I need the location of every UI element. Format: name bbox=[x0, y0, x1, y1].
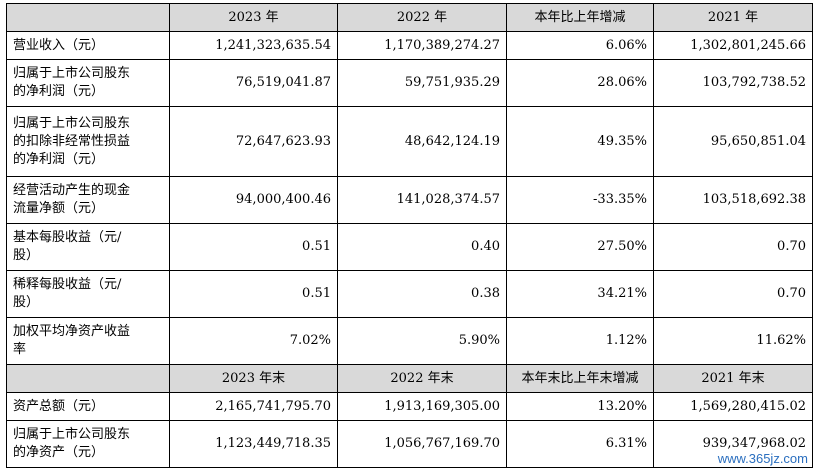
row-label: 资产总额（元） bbox=[6, 392, 170, 421]
value-cell: 48,642,124.19 bbox=[337, 106, 507, 177]
header-cell bbox=[6, 3, 170, 32]
value-cell: 0.38 bbox=[337, 270, 507, 318]
value-cell: 103,792,738.52 bbox=[653, 59, 813, 107]
value-cell: 94,000,400.46 bbox=[169, 176, 338, 224]
site-watermark: www.365jz.com bbox=[715, 451, 810, 466]
table-row: 稀释每股收益（元/股） 0.51 0.38 34.21% 0.70 bbox=[6, 270, 813, 318]
row-label: 经营活动产生的现金 流量净额（元） bbox=[6, 176, 170, 224]
value-cell: 11.62% bbox=[653, 317, 813, 365]
row-label: 营业收入（元） bbox=[6, 31, 170, 60]
value-cell: 27.50% bbox=[506, 223, 654, 271]
value-cell: 76,519,041.87 bbox=[169, 59, 338, 107]
row-label: 基本每股收益（元/股） bbox=[6, 223, 170, 271]
table-row: 营业收入（元） 1,241,323,635.54 1,170,389,274.2… bbox=[6, 31, 813, 60]
value-cell: 1.12% bbox=[506, 317, 654, 365]
value-cell: -33.35% bbox=[506, 176, 654, 224]
table-row: 归属于上市公司股东 的净利润（元） 76,519,041.87 59,751,93… bbox=[6, 59, 813, 107]
table-row: 加权平均净资产收益率 7.02% 5.90% 1.12% 11.62% bbox=[6, 317, 813, 365]
table-row: 归属于上市公司股东 的净资产（元） 1,123,449,718.35 1,056,… bbox=[6, 420, 813, 468]
header-cell: 2022 年 bbox=[337, 3, 507, 32]
table-row: 归属于上市公司股东 的扣除非经常性损益 的净利润（元） 72,647,623.93 … bbox=[6, 106, 813, 177]
value-cell: 103,518,692.38 bbox=[653, 176, 813, 224]
header-cell: 2023 年末 bbox=[169, 364, 338, 393]
table-row: 资产总额（元） 2,165,741,795.70 1,913,169,305.0… bbox=[6, 392, 813, 421]
header-cell: 本年末比上年末增减 bbox=[506, 364, 654, 393]
value-cell: 0.51 bbox=[169, 223, 338, 271]
row-label: 加权平均净资产收益率 bbox=[6, 317, 170, 365]
value-cell: 6.06% bbox=[506, 31, 654, 60]
value-cell: 1,569,280,415.02 bbox=[653, 392, 813, 421]
header-row-annual: 2023 年 2022 年 本年比上年增减 2021 年 bbox=[6, 3, 813, 32]
value-cell: 141,028,374.57 bbox=[337, 176, 507, 224]
value-cell: 1,302,801,245.66 bbox=[653, 31, 813, 60]
value-cell: 5.90% bbox=[337, 317, 507, 365]
value-cell: 59,751,935.29 bbox=[337, 59, 507, 107]
table-row: 经营活动产生的现金 流量净额（元） 94,000,400.46 141,028,3… bbox=[6, 176, 813, 224]
value-cell: 1,241,323,635.54 bbox=[169, 31, 338, 60]
value-cell: 7.02% bbox=[169, 317, 338, 365]
header-cell: 2021 年末 bbox=[653, 364, 813, 393]
value-cell: 13.20% bbox=[506, 392, 654, 421]
row-label: 归属于上市公司股东 的扣除非经常性损益 的净利润（元） bbox=[6, 106, 170, 177]
header-cell: 2022 年末 bbox=[337, 364, 507, 393]
value-cell: 28.06% bbox=[506, 59, 654, 107]
header-cell: 2021 年 bbox=[653, 3, 813, 32]
value-cell: 34.21% bbox=[506, 270, 654, 318]
financial-table: 2023 年 2022 年 本年比上年增减 2021 年 营业收入（元） 1,2… bbox=[6, 3, 813, 468]
value-cell: 1,123,449,718.35 bbox=[169, 420, 338, 468]
value-cell: 0.40 bbox=[337, 223, 507, 271]
header-cell: 本年比上年增减 bbox=[506, 3, 654, 32]
row-label: 归属于上市公司股东 的净资产（元） bbox=[6, 420, 170, 468]
value-cell: 95,650,851.04 bbox=[653, 106, 813, 177]
header-cell bbox=[6, 364, 170, 393]
row-label: 归属于上市公司股东 的净利润（元） bbox=[6, 59, 170, 107]
header-row-year-end: 2023 年末 2022 年末 本年末比上年末增减 2021 年末 bbox=[6, 364, 813, 393]
value-cell: 6.31% bbox=[506, 420, 654, 468]
value-cell: 1,056,767,169.70 bbox=[337, 420, 507, 468]
header-cell: 2023 年 bbox=[169, 3, 338, 32]
value-cell: 1,913,169,305.00 bbox=[337, 392, 507, 421]
value-cell: 1,170,389,274.27 bbox=[337, 31, 507, 60]
value-cell: 2,165,741,795.70 bbox=[169, 392, 338, 421]
value-cell: 0.70 bbox=[653, 223, 813, 271]
table-row: 基本每股收益（元/股） 0.51 0.40 27.50% 0.70 bbox=[6, 223, 813, 271]
value-cell: 0.51 bbox=[169, 270, 338, 318]
value-cell: 72,647,623.93 bbox=[169, 106, 338, 177]
value-cell: 0.70 bbox=[653, 270, 813, 318]
row-label: 稀释每股收益（元/股） bbox=[6, 270, 170, 318]
value-cell: 49.35% bbox=[506, 106, 654, 177]
